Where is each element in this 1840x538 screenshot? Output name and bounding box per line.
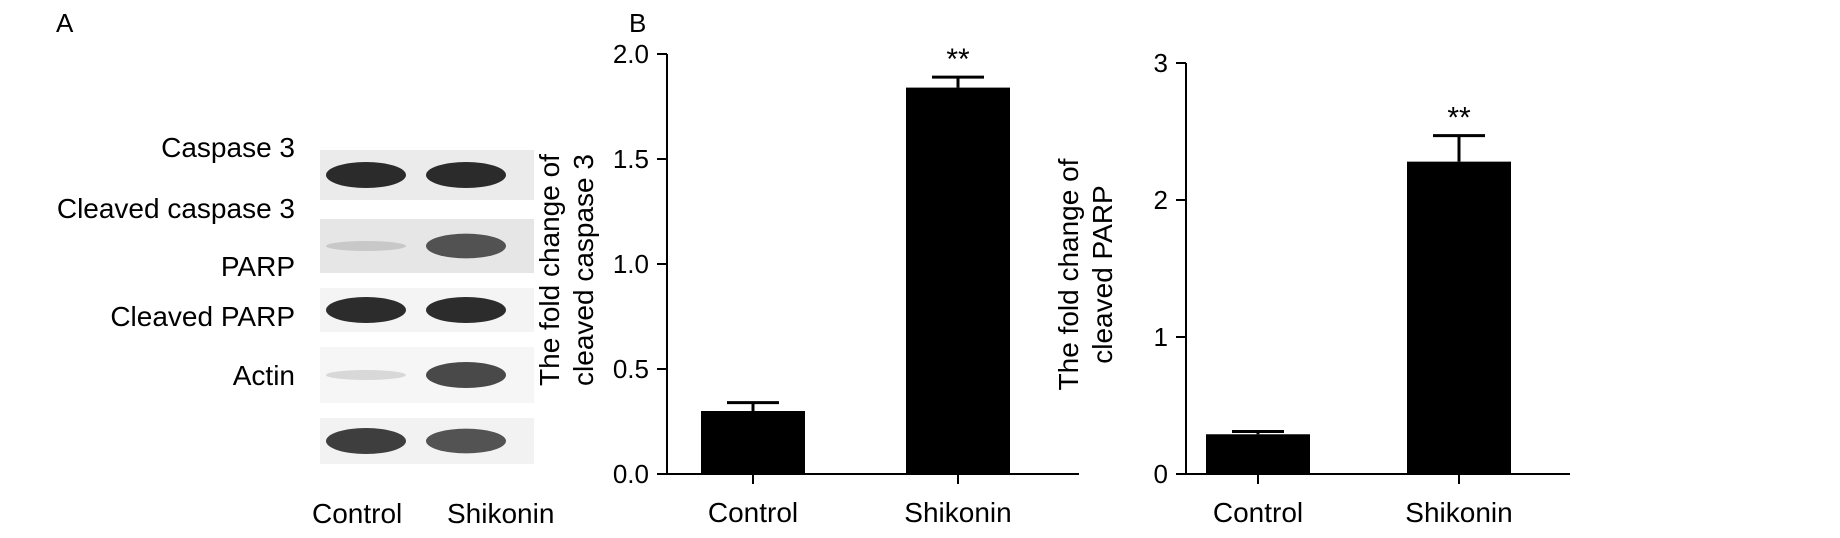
blot-band-control (326, 428, 406, 454)
panel-a-letter: A (56, 8, 74, 38)
blot-strip-cleaved-parp (320, 347, 534, 403)
x-tick-label: Control (1213, 497, 1303, 528)
blot-strip-actin (320, 418, 534, 464)
blot-label-actin: Actin (232, 360, 295, 391)
y-tick-label: 3 (1154, 48, 1168, 78)
significance-marker: ** (946, 43, 970, 76)
panel-b-letter: B (629, 8, 647, 38)
bar (1407, 161, 1511, 474)
blot-band-control (326, 162, 406, 188)
bar (701, 411, 805, 474)
blot-band-control (326, 297, 406, 323)
blot-band-shikonin (426, 362, 506, 388)
x-tick-label: Control (708, 497, 798, 528)
blot-label-parp: PARP (220, 251, 295, 282)
blot-band-shikonin (426, 428, 506, 454)
y-tick-label: 2 (1154, 185, 1168, 215)
blot-label-cleaved-caspase-3: Cleaved caspase 3 (56, 193, 295, 224)
y-tick-label: 1.0 (613, 249, 649, 279)
blot-strip-parp (320, 288, 534, 332)
y-tick-label: 0.0 (613, 459, 649, 489)
y-axis-label: cleaved PARP (1087, 185, 1118, 363)
blot-band-shikonin (426, 297, 506, 323)
y-axis-label: The fold change of (1053, 158, 1084, 390)
blot-band-control (326, 241, 406, 251)
bar (1206, 434, 1310, 474)
lane-label-shikonin: Shikonin (447, 498, 555, 529)
y-axis-label: The fold change of (534, 154, 565, 386)
x-tick-label: Shikonin (1405, 497, 1512, 528)
significance-marker: ** (1447, 102, 1471, 135)
y-axis-label: cleaved caspase 3 (568, 154, 599, 386)
lane-label-control: Control (312, 498, 403, 529)
y-tick-label: 1 (1154, 322, 1168, 352)
bar (906, 87, 1010, 474)
y-tick-label: 1.5 (613, 144, 649, 174)
y-tick-label: 2.0 (613, 39, 649, 69)
blot-band-shikonin (426, 162, 506, 188)
y-tick-label: 0.5 (613, 354, 649, 384)
x-tick-label: Shikonin (904, 497, 1011, 528)
blot-band-shikonin (426, 233, 506, 259)
blot-label-caspase-3: Caspase 3 (161, 132, 295, 163)
blot-strip-caspase-3 (320, 150, 534, 200)
blot-band-control (326, 370, 406, 380)
blot-label-cleaved-parp: Cleaved PARP (110, 301, 295, 332)
y-tick-label: 0 (1154, 459, 1168, 489)
blot-strip-cleaved-caspase-3 (320, 219, 534, 273)
